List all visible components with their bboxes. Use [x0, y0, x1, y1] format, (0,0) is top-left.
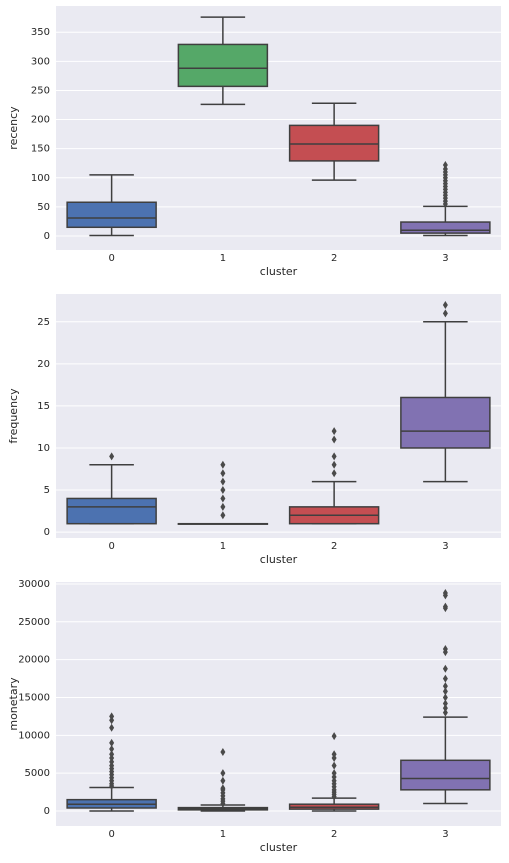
outlier	[442, 309, 448, 318]
outlier	[109, 750, 115, 759]
x-tick-label: 3	[442, 829, 448, 840]
y-tick-label: 10000	[18, 730, 50, 741]
x-tick-label: 0	[108, 253, 114, 264]
outlier	[220, 469, 226, 478]
outlier	[220, 494, 226, 503]
x-tick-label: 0	[108, 541, 114, 552]
outlier	[220, 460, 226, 469]
outlier	[109, 712, 115, 721]
outlier	[331, 750, 337, 759]
y-tick-label: 20000	[18, 655, 50, 666]
outlier	[331, 452, 337, 461]
y-tick-label: 20	[37, 359, 50, 370]
y-tick-label: 30000	[18, 579, 50, 590]
x-tick-label: 3	[442, 541, 448, 552]
y-axis-label: recency	[7, 106, 20, 150]
y-tick-label: 5	[44, 485, 50, 496]
box	[400, 759, 491, 791]
outlier	[442, 300, 448, 309]
outlier	[442, 708, 448, 717]
outlier	[442, 687, 448, 696]
outlier	[331, 769, 337, 778]
x-tick-label: 1	[220, 829, 226, 840]
outlier	[442, 160, 448, 169]
outlier	[220, 769, 226, 778]
outlier	[109, 723, 115, 732]
y-axis-label: monetary	[7, 677, 20, 731]
x-axis-label: cluster	[260, 841, 298, 854]
box	[66, 201, 157, 229]
y-tick-label: 100	[31, 173, 50, 184]
y-tick-label: 0	[44, 231, 50, 242]
x-tick-label: 2	[331, 253, 337, 264]
outlier	[220, 511, 226, 520]
outlier	[109, 744, 115, 753]
outlier	[220, 486, 226, 495]
box	[400, 396, 491, 449]
outlier	[109, 738, 115, 747]
outlier	[442, 664, 448, 673]
x-axis-label: cluster	[260, 553, 298, 566]
box	[288, 124, 380, 162]
x-tick-label: 1	[220, 253, 226, 264]
outlier	[442, 165, 448, 174]
x-tick-label: 2	[331, 829, 337, 840]
y-tick-label: 300	[31, 56, 50, 67]
y-axis-label: frequency	[7, 388, 20, 444]
outlier	[109, 452, 115, 461]
outlier	[331, 460, 337, 469]
outlier	[220, 747, 226, 756]
x-tick-label: 3	[442, 253, 448, 264]
outlier	[220, 776, 226, 785]
y-tick-label: 350	[31, 27, 50, 38]
outlier	[442, 645, 448, 654]
y-tick-label: 15000	[18, 692, 50, 703]
y-tick-label: 0	[44, 806, 50, 817]
outlier	[442, 674, 448, 683]
y-tick-label: 10	[37, 443, 50, 454]
box	[400, 221, 491, 234]
box	[66, 497, 157, 525]
outlier	[220, 784, 226, 793]
y-tick-label: 250	[31, 85, 50, 96]
outlier	[442, 693, 448, 702]
outlier	[442, 682, 448, 691]
box	[177, 43, 269, 88]
y-tick-label: 5000	[25, 768, 50, 779]
outlier	[220, 502, 226, 511]
outlier	[331, 732, 337, 741]
x-tick-label: 0	[108, 829, 114, 840]
outlier	[442, 602, 448, 611]
y-tick-label: 0	[44, 527, 50, 538]
outlier	[442, 589, 448, 598]
y-tick-label: 25	[37, 317, 50, 328]
outlier	[331, 469, 337, 478]
y-tick-label: 150	[31, 144, 50, 155]
y-tick-label: 200	[31, 115, 50, 126]
y-tick-label: 50	[37, 202, 50, 213]
outlier	[331, 427, 337, 436]
x-axis-label: cluster	[260, 265, 298, 278]
outlier	[331, 435, 337, 444]
outlier	[442, 704, 448, 713]
outlier	[331, 761, 337, 770]
y-tick-label: 15	[37, 401, 50, 412]
y-tick-label: 25000	[18, 617, 50, 628]
outlier	[220, 477, 226, 486]
x-tick-label: 2	[331, 541, 337, 552]
x-tick-label: 1	[220, 541, 226, 552]
outlier	[442, 699, 448, 708]
